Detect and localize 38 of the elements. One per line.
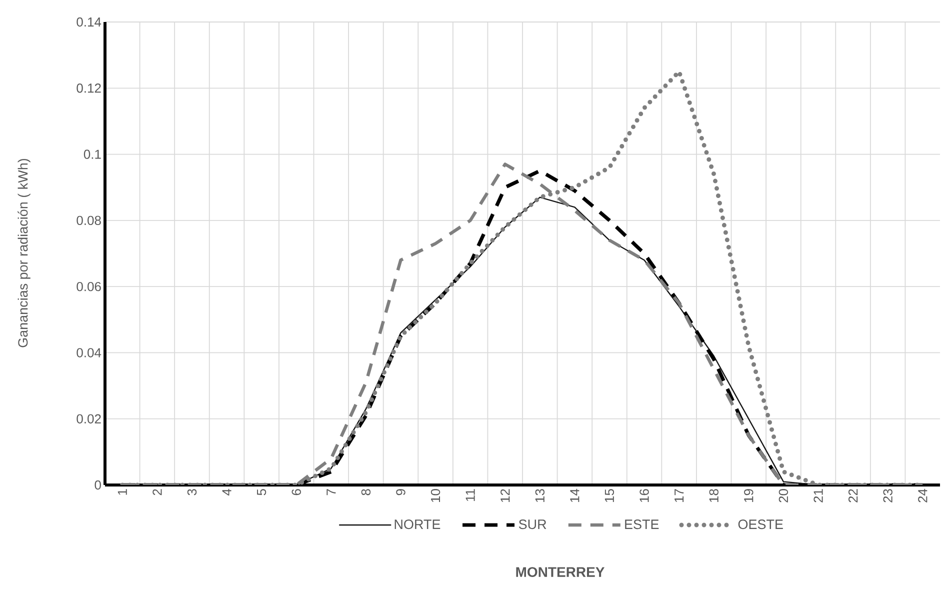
legend-label: NORTE (394, 520, 440, 530)
x-tick-label: 22 (848, 489, 858, 502)
x-tick-label: 5 (257, 489, 266, 496)
y-tick-label: 0.14 (76, 17, 102, 27)
x-tick-label: 24 (918, 488, 928, 502)
x-tick-label: 23 (883, 489, 892, 502)
x-tick-label: 8 (361, 489, 371, 496)
x-tick-label: 13 (535, 489, 544, 502)
x-tick-label: 15 (604, 489, 614, 502)
x-tick-label: 10 (430, 489, 440, 502)
y-axis-title: Ganancias por radiación ( kWh) (18, 158, 30, 348)
y-tick-label: 0 (94, 480, 101, 490)
x-tick-label: 7 (326, 489, 336, 496)
legend-label: OESTE (738, 520, 783, 530)
x-tick-label: 20 (778, 489, 788, 502)
x-tick-label: 11 (466, 489, 475, 502)
x-tick-label: 2 (152, 489, 162, 496)
y-tick-label: 0.02 (76, 414, 101, 424)
x-tick-label: 18 (709, 489, 718, 502)
y-tick-label: 0.08 (76, 216, 101, 226)
y-tick-label: 0.1 (84, 150, 101, 159)
x-tick-label: 14 (570, 488, 580, 502)
y-tick-label: 0.04 (76, 348, 102, 358)
y-tick-label: 0.12 (76, 84, 101, 93)
x-tick-label: 16 (640, 489, 649, 502)
x-tick-label: 19 (744, 489, 754, 502)
x-tick-label: 4 (222, 488, 232, 496)
x-tick-label: 21 (814, 489, 823, 502)
x-tick-label: 12 (500, 489, 510, 502)
x-tick-label: 1 (118, 489, 127, 495)
y-tick-label: 0.06 (76, 282, 101, 292)
legend-label: ESTE (625, 520, 659, 530)
legend-label: SUR (518, 520, 546, 530)
x-tick-label: 9 (396, 489, 406, 496)
x-tick-label: 17 (674, 489, 684, 502)
text: MONTERREY (516, 567, 604, 577)
x-tick-label: 3 (187, 489, 197, 496)
x-tick-label: 6 (292, 489, 301, 496)
